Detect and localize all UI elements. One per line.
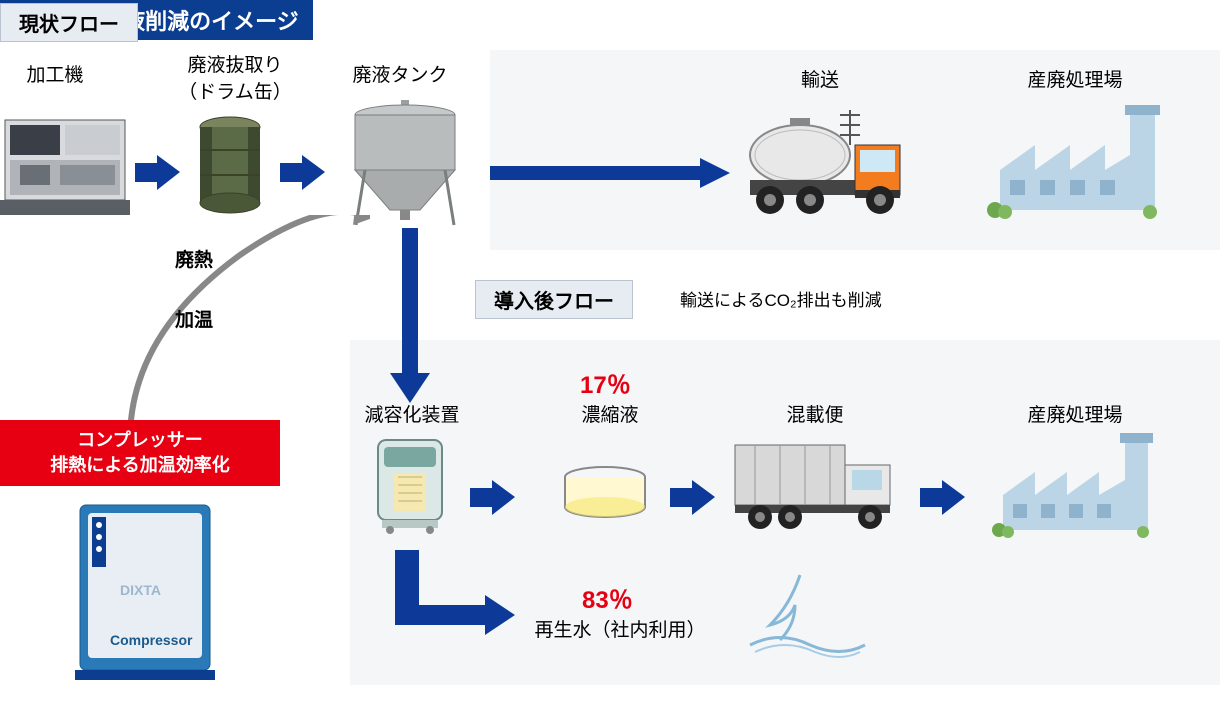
co2-note: 輸送によるCO₂排出も削減 — [680, 286, 882, 311]
arrow-L — [395, 550, 515, 640]
label-concentrate: 濃縮液 — [570, 400, 650, 427]
label-reducer: 減容化装置 — [357, 400, 467, 427]
arrow-4 — [670, 480, 715, 515]
label-tank: 廃液タンク — [340, 60, 460, 87]
label-recycled: 再生水（社内利用） — [530, 615, 710, 642]
arrow-long — [490, 158, 730, 188]
label-drum: 廃液抜取り （ドラム缶） — [170, 50, 300, 104]
machine-icon — [0, 110, 130, 220]
water-icon — [740, 570, 870, 660]
factory-icon-2 — [985, 430, 1165, 550]
tanker-truck-icon — [740, 100, 910, 220]
badge-after-flow: 導入後フロー — [475, 280, 633, 319]
label-heating: 加温 — [175, 305, 213, 332]
label-machine: 加工機 — [10, 60, 100, 87]
arrow-down — [390, 228, 430, 403]
drum-icon — [195, 115, 265, 215]
compressor-icon: DIXTA Compressor — [70, 495, 220, 685]
label-transport: 輸送 — [780, 65, 860, 92]
reducer-icon — [370, 435, 450, 535]
arrow-3 — [470, 480, 515, 515]
label-waste-heat: 廃熱 — [175, 245, 213, 272]
arrow-5 — [920, 480, 965, 515]
tank-icon — [340, 100, 470, 230]
red-compressor-box: コンプレッサー 排熱による加温効率化 — [0, 420, 280, 486]
arrow-1 — [135, 155, 180, 190]
factory-icon-1 — [980, 100, 1170, 230]
box-truck-icon — [730, 435, 900, 535]
pct-concentrate: 17％ — [580, 365, 631, 400]
label-disposal-2: 産廃処理場 — [1010, 400, 1140, 427]
svg-text:Compressor: Compressor — [110, 632, 193, 648]
label-mixed-truck: 混載便 — [775, 400, 855, 427]
pct-recycled: 83％ — [582, 580, 633, 615]
label-disposal-1: 産廃処理場 — [1010, 65, 1140, 92]
waste-heat-curve — [60, 215, 370, 445]
badge-current-flow: 現状フロー — [0, 3, 138, 42]
svg-text:DIXTA: DIXTA — [120, 582, 161, 598]
beaker-icon — [555, 465, 655, 525]
arrow-2 — [280, 155, 325, 190]
